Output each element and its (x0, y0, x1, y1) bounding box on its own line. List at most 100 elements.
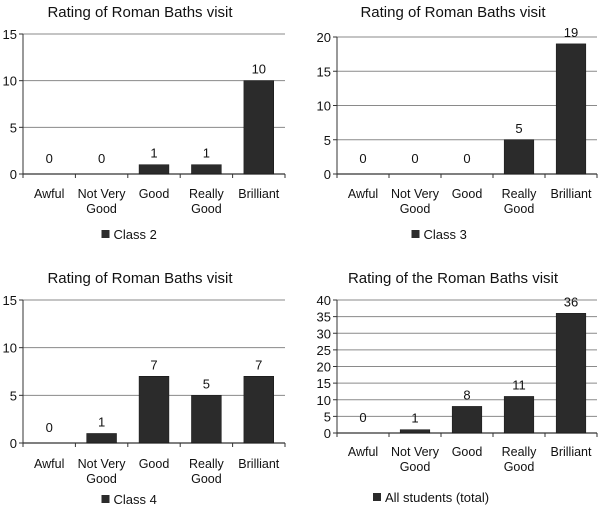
y-tick-label: 20 (317, 360, 331, 375)
chart-panel-2: Rating of Roman Baths visit 0 5 10 15 20 0 Awfu… (317, 4, 598, 242)
category-label-line: Brilliant (551, 187, 593, 201)
category-label: Awful (348, 445, 378, 459)
legend-label: Class 2 (114, 227, 157, 242)
category-label: Good (452, 445, 483, 459)
y-tick-label: 25 (317, 343, 331, 358)
y-tick-label: 5 (10, 388, 17, 403)
data-label: 19 (564, 25, 578, 40)
legend-label: Class 4 (114, 492, 157, 507)
category-label: Good (139, 187, 170, 201)
category-label-line: Brilliant (551, 445, 593, 459)
category-label-line: Really (189, 457, 224, 471)
y-tick-label: 10 (3, 341, 17, 356)
y-tick-label: 5 (10, 120, 17, 135)
category-label-line: Good (400, 460, 431, 474)
category-label-line: Not Very (78, 457, 127, 471)
chart-panel-3: Rating of Roman Baths visit0510150Awful1… (3, 270, 286, 507)
y-tick-label: 15 (3, 27, 17, 42)
category-label-line: Good (504, 202, 535, 216)
category-label: Brilliant (238, 187, 280, 201)
category-label: Really Good (189, 187, 224, 216)
legend-swatch (373, 493, 381, 501)
data-label: 36 (564, 294, 578, 309)
data-label: 8 (463, 387, 470, 402)
category-label-line: Awful (348, 187, 378, 201)
category-label: Not Very Good (391, 187, 440, 216)
category-label-line: Brilliant (238, 457, 280, 471)
category-label-line: Awful (34, 457, 64, 471)
bar-really-good (503, 396, 535, 434)
bar-really-good (191, 164, 222, 175)
y-tick-label: 15 (317, 376, 331, 391)
data-label: 5 (515, 121, 522, 136)
data-label: 0 (359, 410, 366, 425)
chart-title: Rating of Roman Baths visit (47, 4, 233, 21)
bar-brilliant (243, 376, 274, 444)
category-label: Not Very Good (78, 187, 127, 216)
y-tick-label: 0 (10, 436, 17, 451)
category-label-line: Good (400, 202, 431, 216)
category-label: Good (452, 187, 483, 201)
category-label: Brilliant (551, 187, 593, 201)
bar-good (451, 406, 483, 434)
bar-brilliant (555, 43, 587, 175)
y-tick-label: 10 (317, 393, 331, 408)
category-label: Awful (348, 187, 378, 201)
data-label: 1 (203, 146, 210, 161)
category-label: Really Good (502, 445, 537, 474)
legend-label: Class 3 (424, 227, 467, 242)
category-label-line: Not Very (391, 445, 440, 459)
category-label: Really Good (502, 187, 537, 216)
bar-good (138, 376, 170, 444)
bar-good (138, 164, 170, 175)
bar-really-good (503, 139, 535, 175)
category-label: Good (139, 457, 170, 471)
data-label: 1 (150, 146, 157, 161)
data-label: 0 (411, 151, 418, 166)
y-tick-label: 10 (3, 74, 17, 89)
y-tick-label: 5 (324, 409, 331, 424)
category-label-line: Good (452, 445, 483, 459)
y-tick-label: 0 (10, 167, 17, 182)
category-label: Awful (34, 187, 64, 201)
category-label-line: Good (191, 202, 222, 216)
y-tick-label: 0 (324, 426, 331, 441)
category-label-line: Awful (348, 445, 378, 459)
bar-brilliant (555, 313, 587, 434)
bar-not-very-good (86, 433, 117, 444)
data-label: 0 (98, 151, 105, 166)
bar-not-very-good (399, 429, 431, 434)
y-tick-label: 30 (317, 326, 331, 341)
category-label: Not Very Good (78, 457, 127, 486)
category-label: Not Very Good (391, 445, 440, 474)
data-label: 10 (252, 62, 266, 77)
y-tick-label: 15 (3, 293, 17, 308)
legend-swatch (101, 495, 110, 503)
data-label: 11 (512, 377, 526, 392)
legend-swatch (101, 230, 110, 238)
data-label: 0 (46, 420, 53, 435)
category-label-line: Brilliant (238, 187, 280, 201)
category-label: Brilliant (238, 457, 280, 471)
chart-title: Rating of the Roman Baths visit (348, 270, 559, 287)
y-tick-label: 20 (317, 30, 331, 45)
category-label-line: Good (504, 460, 535, 474)
category-label: Awful (34, 457, 64, 471)
category-label-line: Really (502, 445, 537, 459)
category-label-line: Good (452, 187, 483, 201)
data-label: 1 (98, 414, 105, 429)
chart-title: Rating of Roman Baths visit (360, 4, 546, 21)
data-label: 7 (150, 357, 157, 372)
category-label-line: Really (189, 187, 224, 201)
category-label-line: Good (86, 472, 117, 486)
category-label-line: Awful (34, 187, 64, 201)
category-label-line: Good (139, 187, 170, 201)
y-tick-label: 10 (317, 99, 331, 114)
category-label-line: Good (191, 472, 222, 486)
y-tick-label: 35 (317, 310, 331, 325)
data-label: 5 (203, 376, 210, 391)
chart-title: Rating of Roman Baths visit (47, 270, 233, 287)
data-label: 1 (411, 411, 418, 426)
bar-brilliant (243, 80, 274, 175)
